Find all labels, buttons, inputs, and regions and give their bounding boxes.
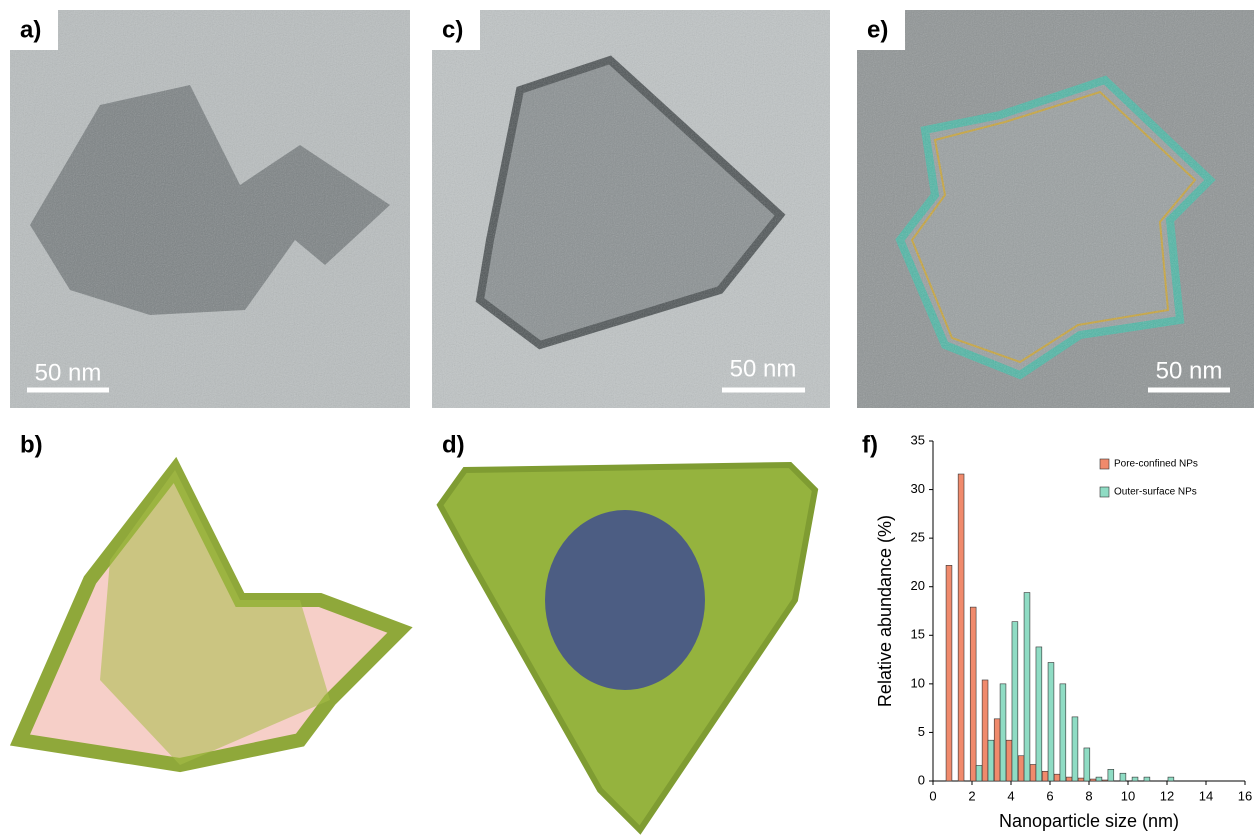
legend-label: Pore-confined NPs (1114, 459, 1198, 470)
y-tick-label: 15 (911, 627, 925, 642)
bar (1012, 622, 1018, 781)
bar (1036, 647, 1042, 781)
x-axis-label: Nanoparticle size (nm) (999, 811, 1179, 831)
panel-label: d) (442, 431, 465, 458)
x-tick-label: 14 (1199, 788, 1213, 803)
bar (1006, 740, 1012, 781)
legend-swatch (1100, 459, 1109, 469)
bar (1024, 593, 1030, 781)
y-tick-label: 30 (911, 481, 925, 496)
bar (994, 719, 1000, 781)
bar (1072, 717, 1078, 781)
bar (1078, 778, 1084, 781)
panel-label: c) (442, 16, 463, 43)
scale-label: 50 nm (1156, 357, 1223, 384)
panel-b-image (20, 470, 400, 765)
panel-a-image (10, 10, 410, 408)
x-tick-label: 4 (1007, 788, 1014, 803)
y-axis-label: Relative abundance (%) (875, 515, 895, 707)
x-tick-label: 10 (1121, 788, 1135, 803)
panel-label: f) (862, 431, 878, 458)
bar (1066, 777, 1072, 781)
y-tick-label: 20 (911, 578, 925, 593)
y-tick-label: 0 (918, 772, 925, 787)
y-tick-label: 35 (911, 432, 925, 447)
histogram: 0 5 10 15 20 25 30 35 0 2 4 6 8 10 12 14 16 Nanoparticle … (875, 432, 1252, 830)
panel-e-image (857, 10, 1254, 408)
bar (1132, 777, 1138, 781)
x-tick-label: 16 (1238, 788, 1252, 803)
bar (1018, 756, 1024, 781)
scale-label: 50 nm (35, 359, 102, 386)
bar (1096, 777, 1102, 781)
bar (946, 565, 952, 781)
bar (1042, 771, 1048, 781)
bar (982, 680, 988, 781)
x-tick-label: 6 (1046, 788, 1053, 803)
x-tick-label: 12 (1160, 788, 1174, 803)
y-tick-label: 25 (911, 530, 925, 545)
bar (988, 740, 994, 781)
bar (1102, 780, 1108, 781)
bar (1048, 662, 1054, 781)
panel-label: a) (20, 16, 41, 43)
legend-label: Outer-surface NPs (1114, 487, 1197, 498)
scale-label: 50 nm (730, 355, 797, 382)
bar (1108, 769, 1114, 781)
bar (970, 607, 976, 781)
y-tick-label: 10 (911, 675, 925, 690)
figure: a) 50 nm c) 50 nm e) 50 nm b) d) f) 0 5 10… (0, 0, 1254, 835)
bar (1084, 748, 1090, 781)
bar (976, 765, 982, 781)
bar (1090, 779, 1096, 781)
bar (958, 474, 964, 781)
x-tick-label: 2 (968, 788, 975, 803)
panel-c-image (432, 10, 830, 408)
panel-label: b) (20, 431, 43, 458)
panel-label: e) (867, 16, 888, 43)
bar (1120, 773, 1126, 781)
bar (1000, 684, 1006, 781)
bar (1030, 764, 1036, 781)
bar (1168, 777, 1174, 781)
x-tick-label: 0 (929, 788, 936, 803)
x-tick-label: 8 (1085, 788, 1092, 803)
y-tick-label: 5 (918, 724, 925, 739)
bar (1054, 774, 1060, 781)
panel-d-image (440, 465, 815, 830)
bar (1144, 777, 1150, 781)
bar (1060, 684, 1066, 781)
legend-swatch (1100, 487, 1109, 497)
